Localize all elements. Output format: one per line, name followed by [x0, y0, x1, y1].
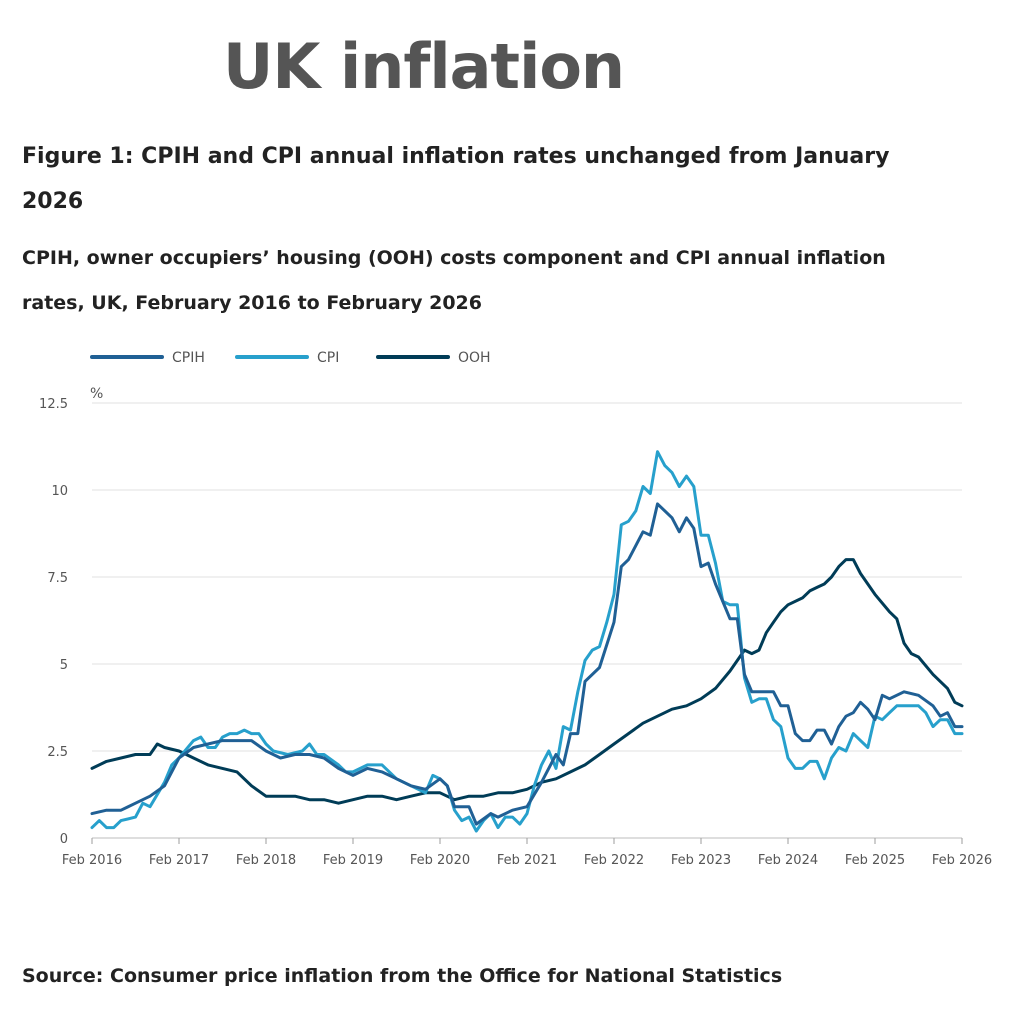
y-tick-label: 7.5: [47, 571, 68, 586]
x-tick-label: Feb 2022: [584, 853, 644, 868]
series-line-ooh: [90, 558, 964, 805]
legend-label-cpi: CPI: [317, 350, 339, 366]
y-tick-label: 0: [60, 832, 68, 847]
x-tick-label: Feb 2017: [149, 853, 209, 868]
figure-title: Figure 1: CPIH and CPI annual inflation …: [22, 144, 890, 214]
x-tick-label: Feb 2016: [62, 853, 122, 868]
x-tick-label: Feb 2019: [323, 853, 383, 868]
x-tick-label: Feb 2018: [236, 853, 296, 868]
y-tick-label: 5: [60, 658, 68, 673]
series-lines: [90, 450, 964, 833]
x-tick-label: Feb 2020: [410, 853, 470, 868]
series-line-cpi: [90, 450, 964, 833]
figure-subtitle: CPIH, owner occupiers’ housing (OOH) cos…: [22, 247, 886, 314]
x-tick-labels: Feb 2016 Feb 2017 Feb 2018 Feb 2019 Feb 2020…: [62, 838, 992, 868]
x-tick-label: Feb 2024: [758, 853, 818, 868]
y-axis-label: %: [90, 386, 103, 402]
gridlines: [92, 402, 962, 839]
source-note: Source: Consumer price inflation from th…: [22, 965, 783, 987]
series-line-cpih: [90, 502, 964, 826]
y-tick-label: 10: [51, 484, 68, 499]
y-tick-label: 12.5: [39, 397, 68, 412]
x-tick-label: Feb 2025: [845, 853, 905, 868]
y-tick-label: 2.5: [47, 745, 68, 760]
legend-label-ooh: OOH: [458, 350, 491, 366]
legend: CPIH CPI OOH: [90, 350, 491, 366]
x-tick-label: Feb 2026: [932, 853, 992, 868]
x-tick-label: Feb 2021: [497, 853, 557, 868]
x-tick-label: Feb 2023: [671, 853, 731, 868]
banner-title: UK inflation: [223, 30, 625, 103]
legend-label-cpih: CPIH: [172, 350, 205, 366]
y-tick-labels: 0 2.5 5 7.5 10 12.5: [39, 397, 68, 847]
